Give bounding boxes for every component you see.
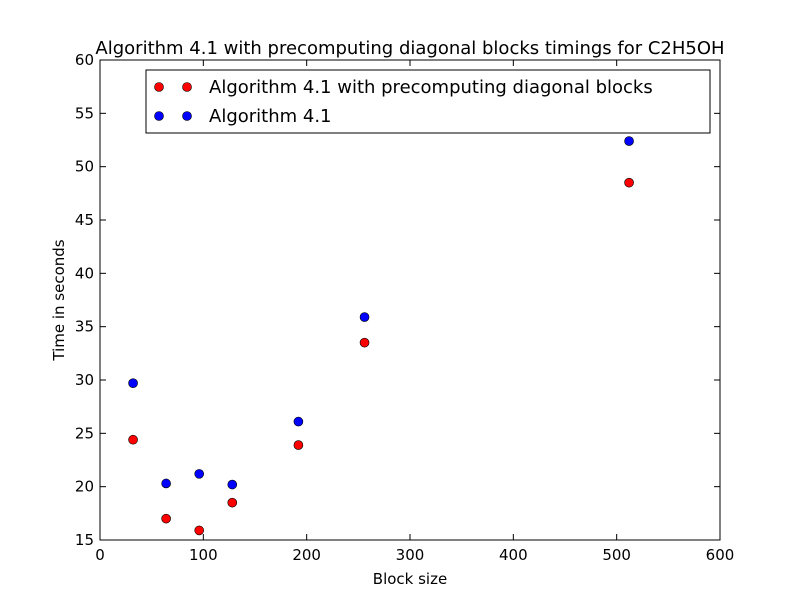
y-tick-label: 25	[75, 424, 94, 442]
x-tick-label: 600	[706, 546, 735, 564]
y-tick-label: 20	[75, 478, 94, 496]
data-point-series-2	[359, 312, 370, 322]
y-tick-label: 40	[75, 264, 94, 282]
x-tick-label: 0	[95, 546, 105, 564]
x-tick-label: 200	[292, 546, 321, 564]
x-tick-label: 500	[602, 546, 631, 564]
x-tick-label: 100	[189, 546, 218, 564]
legend-marker	[182, 82, 192, 92]
x-axis-label: Block size	[373, 570, 447, 588]
data-point-series-1	[359, 337, 370, 348]
data-point-series-1	[128, 434, 138, 445]
y-tick-label: 55	[75, 104, 94, 122]
y-tick-label: 30	[75, 371, 94, 389]
legend-label-series-2: Algorithm 4.1	[209, 106, 332, 127]
plot-area	[100, 60, 720, 540]
y-axis-label: Time in seconds	[50, 239, 68, 361]
data-points	[128, 136, 634, 536]
y-tick-label: 45	[75, 211, 94, 229]
legend-marker	[154, 111, 164, 121]
data-point-series-1	[161, 513, 171, 524]
data-point-series-2	[161, 478, 171, 489]
y-tick-label: 15	[75, 531, 94, 549]
data-point-series-2	[293, 416, 304, 427]
data-point-series-2	[194, 469, 204, 479]
data-point-series-1	[293, 440, 304, 450]
x-tick-label: 300	[396, 546, 425, 564]
x-tick-label: 400	[499, 546, 528, 564]
legend: Algorithm 4.1 with precomputing diagonal…	[145, 69, 711, 134]
legend-marker	[154, 82, 164, 92]
data-point-series-1	[227, 497, 238, 508]
data-point-series-1	[624, 177, 634, 188]
data-point-series-2	[227, 479, 238, 490]
y-tick-label: 50	[75, 158, 94, 176]
data-point-series-1	[194, 525, 204, 536]
legend-marker	[182, 111, 192, 121]
chart-title: Algorithm 4.1 with precomputing diagonal…	[95, 38, 724, 59]
data-point-series-2	[624, 136, 634, 146]
y-tick-label: 60	[75, 51, 94, 69]
legend-box	[145, 69, 711, 134]
data-point-series-2	[128, 378, 138, 389]
legend-label-series-1: Algorithm 4.1 with precomputing diagonal…	[209, 77, 653, 98]
plot-frame	[99, 59, 721, 541]
y-tick-label: 35	[75, 318, 94, 336]
axis-ticks: 0 100 200 300 400 500 600 15 20 25 30 35 40 45 50 55 60	[75, 51, 734, 564]
